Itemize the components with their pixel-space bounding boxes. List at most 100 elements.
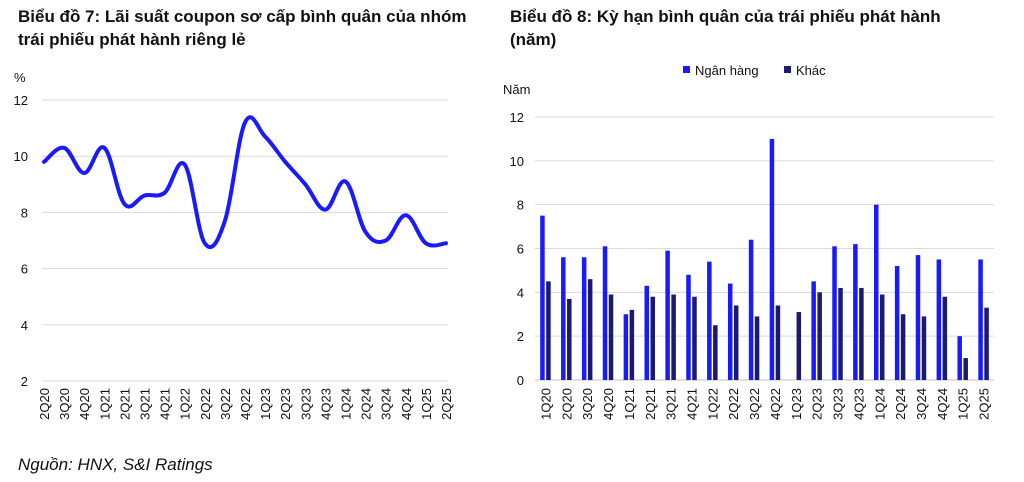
data-point [102, 146, 106, 150]
x-tick-label: 1Q21 [97, 388, 112, 420]
y-tick-label: 10 [510, 154, 524, 169]
bar-khac [546, 281, 551, 380]
coupon-rate-series-line [42, 115, 448, 250]
bar-khac [859, 287, 864, 380]
bar-ngan-hang [748, 239, 754, 380]
x-tick-label: 4Q23 [318, 388, 333, 420]
line-chart-coupon-rate: 2 4 6 8 10 12 % 2Q20 3Q20 4Q20 1Q21 2Q21 3Q21 4Q21 1… [14, 70, 454, 420]
data-point [42, 160, 46, 164]
bar-khac [567, 298, 572, 380]
data-point [203, 241, 207, 245]
bar-ngan-hang [811, 281, 816, 380]
x-tick-label: 2Q21 [117, 388, 132, 420]
y-tick-label: 2 [517, 329, 524, 344]
data-point [404, 213, 408, 217]
x-tick-label: 1Q24 [872, 388, 887, 420]
bar-ngan-hang [769, 138, 775, 380]
data-point [143, 194, 146, 198]
x-tick-label: 4Q21 [684, 388, 699, 420]
bar-khac [733, 305, 739, 380]
bar-ngan-hang [853, 244, 858, 380]
data-point [62, 146, 66, 150]
x-tick-label: 4Q24 [935, 388, 950, 420]
x-tick-label: 2Q25 [439, 388, 454, 420]
y-tick-label: 8 [517, 198, 524, 213]
data-point [183, 163, 187, 167]
legend-swatch [784, 66, 791, 73]
x-tick-label: 4Q22 [238, 388, 253, 420]
x-tick-label: 2Q24 [893, 388, 908, 420]
y-tick-label: 6 [21, 262, 28, 277]
bar-khac [880, 294, 885, 380]
legend-swatch [683, 66, 690, 73]
x-tick-label: 2Q25 [977, 388, 992, 420]
x-tick-label: 2Q23 [278, 388, 293, 420]
bar-ngan-hang [581, 257, 587, 380]
bar-ngan-hang [707, 261, 712, 380]
y-axis-unit-label: % [14, 70, 26, 85]
y-tick-label: 10 [14, 149, 28, 164]
x-tick-label: 1Q22 [705, 388, 720, 420]
data-point [243, 120, 247, 124]
y-axis-unit-label: Năm [503, 82, 530, 97]
x-tick-label: 4Q24 [399, 388, 414, 420]
y-tick-label: 12 [14, 93, 28, 108]
bar-ngan-hang [665, 250, 670, 380]
source-note: Nguồn: HNX, S&I Ratings [18, 455, 213, 474]
x-tick-label: 3Q21 [138, 388, 153, 420]
x-tick-label: 3Q20 [57, 388, 72, 420]
x-tick-label: 1Q25 [956, 388, 971, 420]
data-point [122, 202, 126, 206]
data-point [82, 171, 86, 175]
legend: Ngân hàng Khác [683, 63, 826, 78]
y-tick-label: 6 [517, 242, 524, 257]
bar-khac [942, 296, 948, 380]
bar-ngan-hang [894, 266, 900, 380]
x-tick-label: 3Q22 [218, 388, 233, 420]
chart-7-title: Biểu đồ 7: Lãi suất coupon sơ cấp bình q… [18, 7, 467, 49]
x-tick-label: 1Q22 [178, 388, 193, 420]
x-tick-label: 3Q24 [379, 388, 394, 420]
x-tick-label: 3Q24 [914, 388, 929, 420]
bar-khac [817, 292, 822, 380]
bar-khac [629, 309, 635, 380]
bar-khac [754, 316, 760, 380]
data-point [223, 219, 227, 223]
x-tick-label: 4Q20 [77, 388, 92, 420]
x-tick-label: 3Q23 [831, 388, 846, 420]
data-point [344, 179, 347, 183]
x-tick-label: 4Q23 [851, 388, 866, 420]
data-point [283, 160, 287, 164]
bar-ngan-hang [540, 215, 545, 380]
data-point [384, 239, 388, 242]
bar-khac [921, 316, 927, 380]
data-point [364, 230, 368, 234]
x-tick-label: 4Q21 [158, 388, 173, 420]
bar-khac [775, 305, 781, 380]
data-point [163, 191, 167, 195]
x-tick-label: 1Q20 [538, 388, 553, 420]
x-tick-label: 2Q22 [726, 388, 741, 420]
bar-khac [963, 358, 968, 380]
data-point [303, 182, 307, 186]
y-tick-label: 12 [510, 110, 524, 125]
data-point [323, 208, 327, 212]
y-tick-label: 2 [21, 374, 28, 389]
x-tick-label: 1Q24 [339, 388, 354, 420]
x-tick-label: 3Q23 [298, 388, 313, 420]
bar-ngan-hang [727, 283, 733, 380]
y-tick-label: 0 [517, 373, 524, 388]
bar-ngan-hang [874, 204, 879, 380]
chart-8-title: Biểu đồ 8: Kỳ hạn bình quân của trái phi… [510, 7, 941, 49]
data-point [424, 241, 428, 245]
x-tick-label: 2Q24 [359, 388, 374, 420]
x-tick-label: 2Q21 [643, 388, 658, 420]
x-tick-label: 1Q25 [419, 388, 434, 420]
bar-ngan-hang [936, 259, 942, 380]
bar-ngan-hang [644, 285, 649, 380]
legend-label: Khác [796, 63, 826, 78]
bar-khac [984, 307, 989, 380]
bar-khac [713, 325, 718, 380]
x-tick-label: 2Q20 [37, 388, 52, 420]
x-tick-label: 2Q22 [198, 388, 213, 420]
